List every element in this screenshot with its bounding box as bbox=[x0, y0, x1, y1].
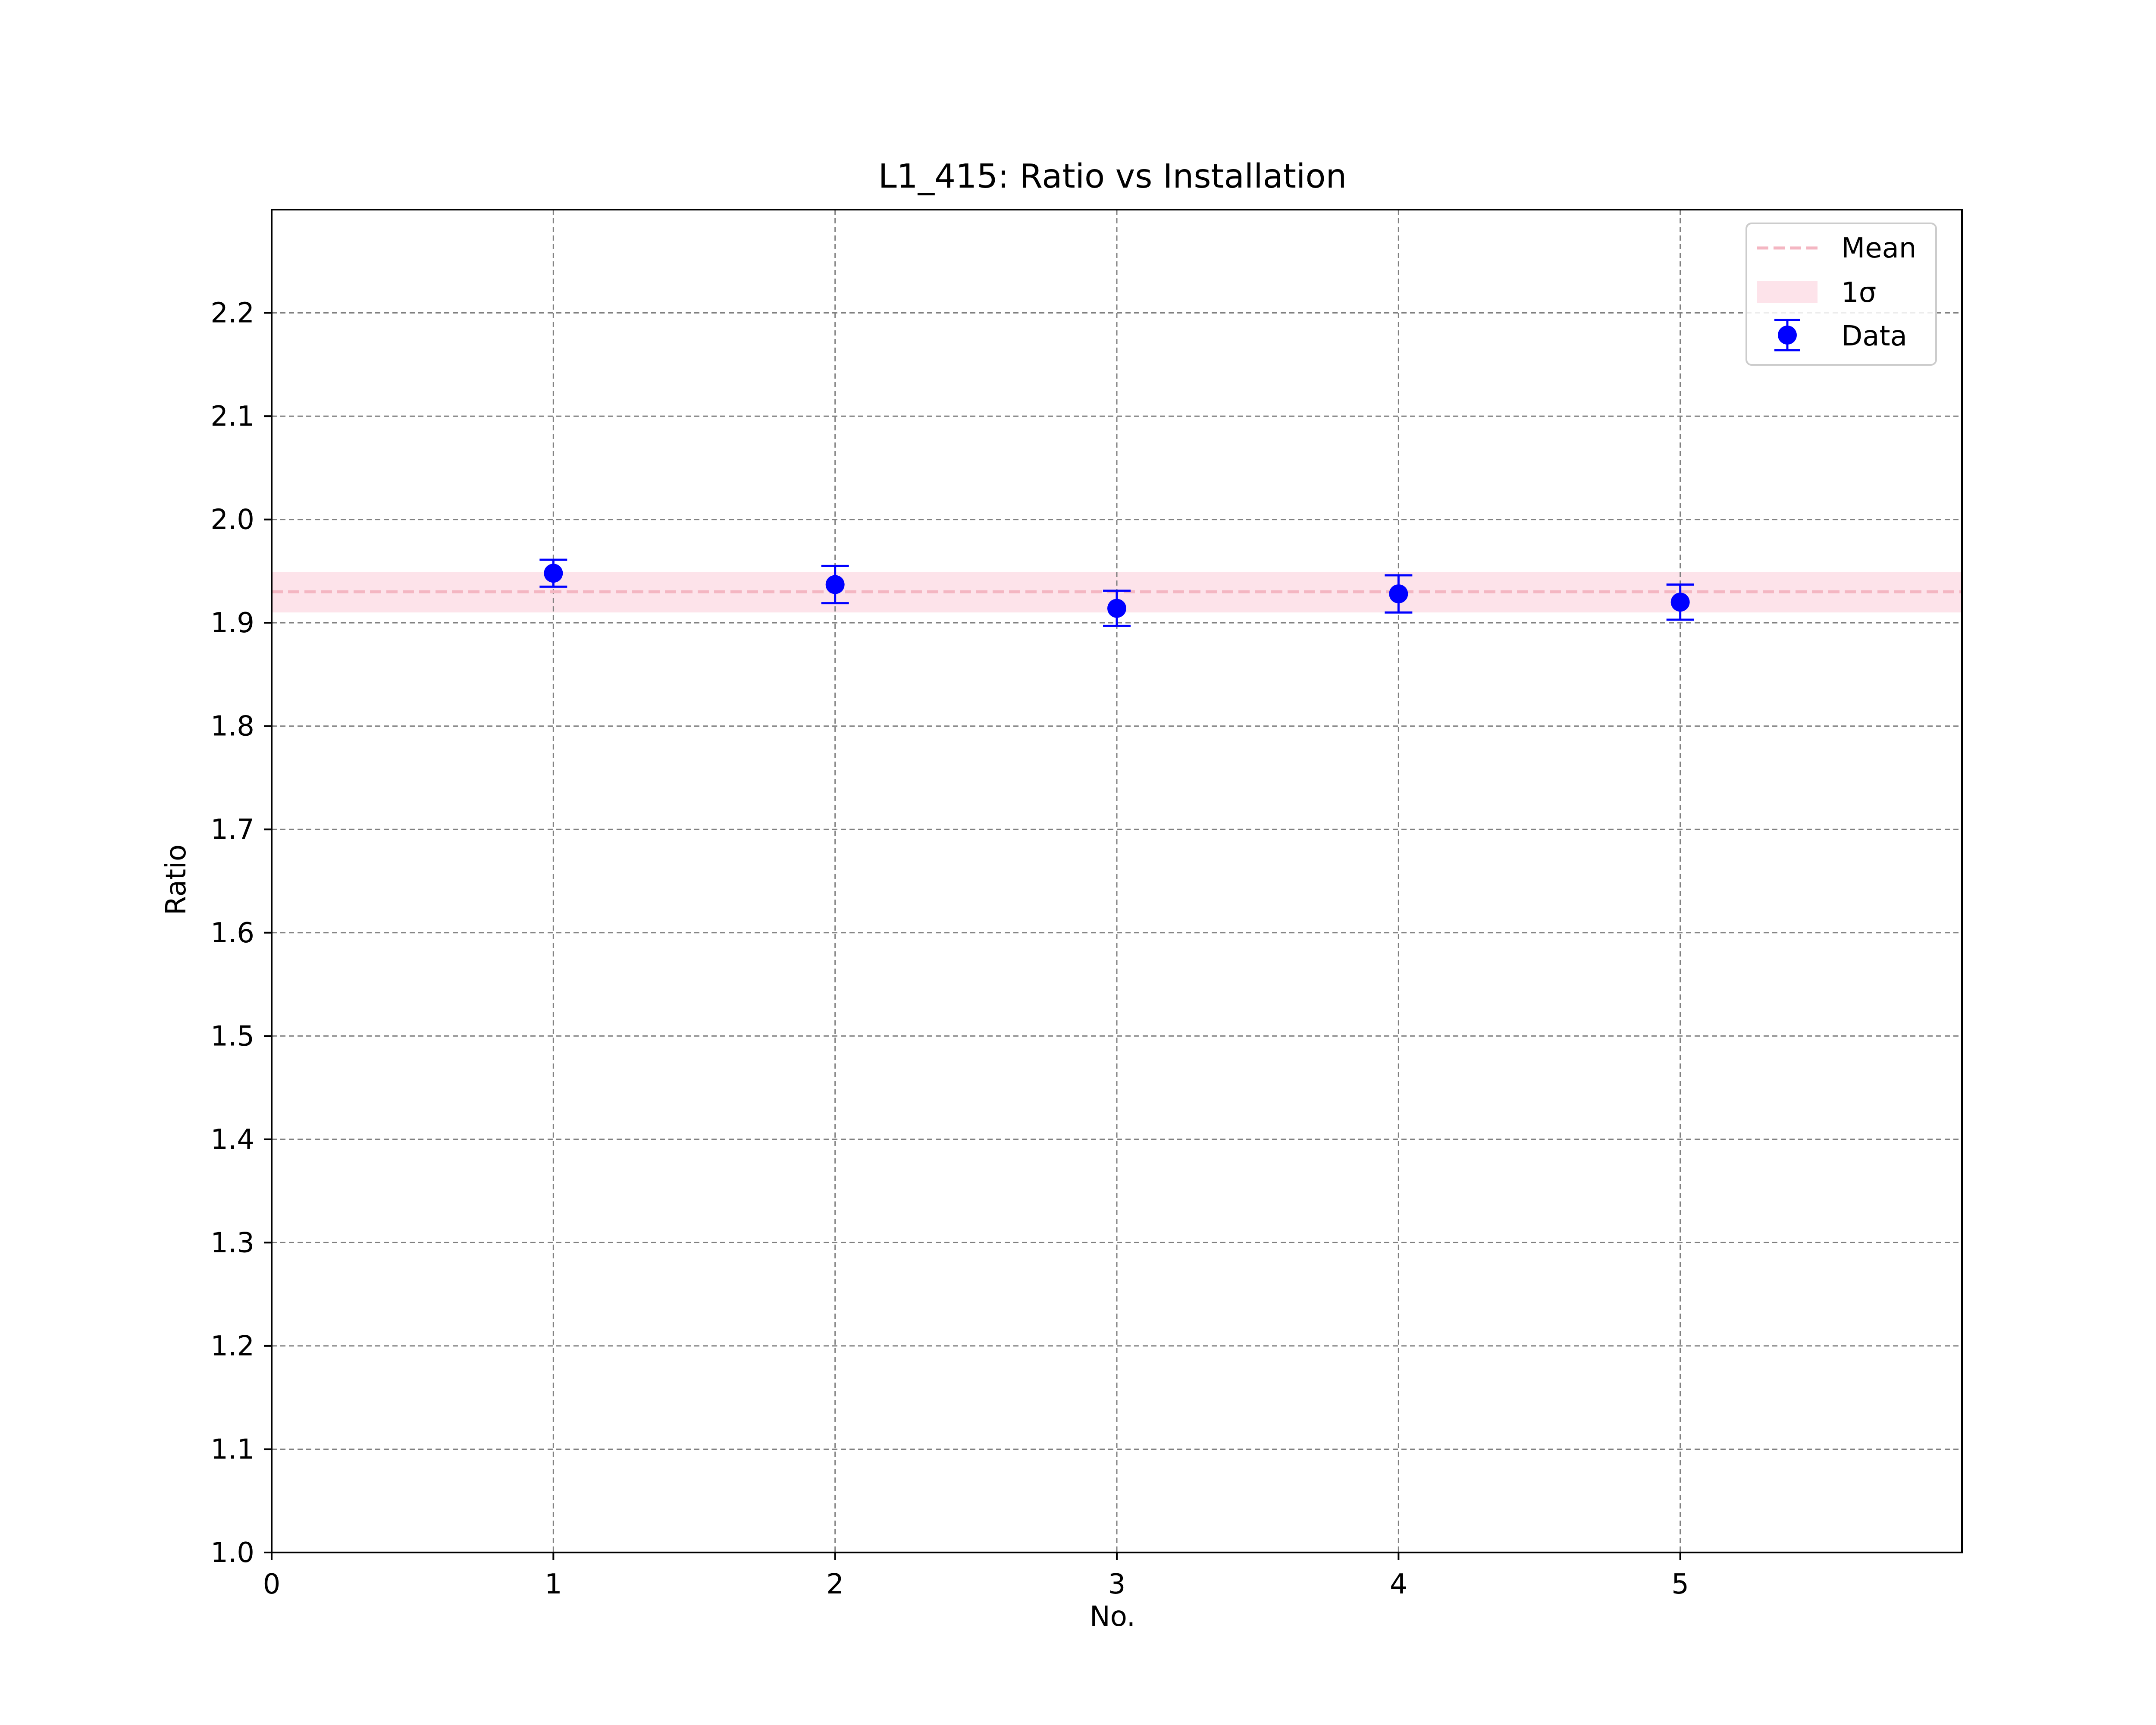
legend-band-label: 1σ bbox=[1841, 277, 1876, 309]
y-tick-label: 2.1 bbox=[210, 401, 254, 433]
x-tick-label: 0 bbox=[263, 1568, 281, 1600]
legend: Mean 1σ Data bbox=[1745, 223, 1937, 366]
y-tick-label: 1.4 bbox=[210, 1124, 254, 1156]
y-tick-label: 1.2 bbox=[210, 1330, 254, 1362]
y-tick-label: 2.2 bbox=[210, 298, 254, 329]
legend-data-label: Data bbox=[1841, 320, 1907, 352]
data-point bbox=[1670, 593, 1690, 612]
x-axis-title: No. bbox=[1090, 1601, 1135, 1633]
data-point bbox=[1389, 584, 1408, 604]
y-tick-label: 1.0 bbox=[210, 1537, 254, 1569]
x-tick-label: 5 bbox=[1671, 1568, 1689, 1600]
y-tick-label: 1.9 bbox=[210, 607, 254, 639]
y-tick-label: 1.1 bbox=[210, 1433, 254, 1465]
x-tick-label: 2 bbox=[826, 1568, 844, 1600]
y-axis-title: Ratio bbox=[160, 844, 192, 915]
data-point bbox=[544, 564, 563, 583]
grid-layer bbox=[272, 210, 1962, 1552]
y-tick-label: 2.0 bbox=[210, 504, 254, 536]
y-tick-label: 1.8 bbox=[210, 711, 254, 743]
legend-band-swatch bbox=[1757, 281, 1818, 303]
legend-data-marker bbox=[1778, 326, 1797, 345]
y-tick-label: 1.3 bbox=[210, 1227, 254, 1259]
x-tick-label: 3 bbox=[1108, 1568, 1126, 1600]
data-point bbox=[825, 575, 845, 594]
x-tick-label: 1 bbox=[545, 1568, 562, 1600]
data-point bbox=[1107, 599, 1126, 618]
chart-title: L1_415: Ratio vs Installation bbox=[878, 157, 1347, 196]
tick-layer: 0 1 2 3 4 5 1.0 1.1 1.2 1.3 1.4 1.5 1.6 1.7 1.8 1.9 2.0 2… bbox=[210, 298, 1689, 1600]
data-layer bbox=[539, 558, 1694, 627]
y-tick-label: 1.6 bbox=[210, 917, 254, 949]
legend-mean-label: Mean bbox=[1841, 232, 1916, 264]
y-tick-label: 1.5 bbox=[210, 1020, 254, 1052]
y-tick-label: 1.7 bbox=[210, 814, 254, 846]
x-tick-label: 4 bbox=[1390, 1568, 1407, 1600]
